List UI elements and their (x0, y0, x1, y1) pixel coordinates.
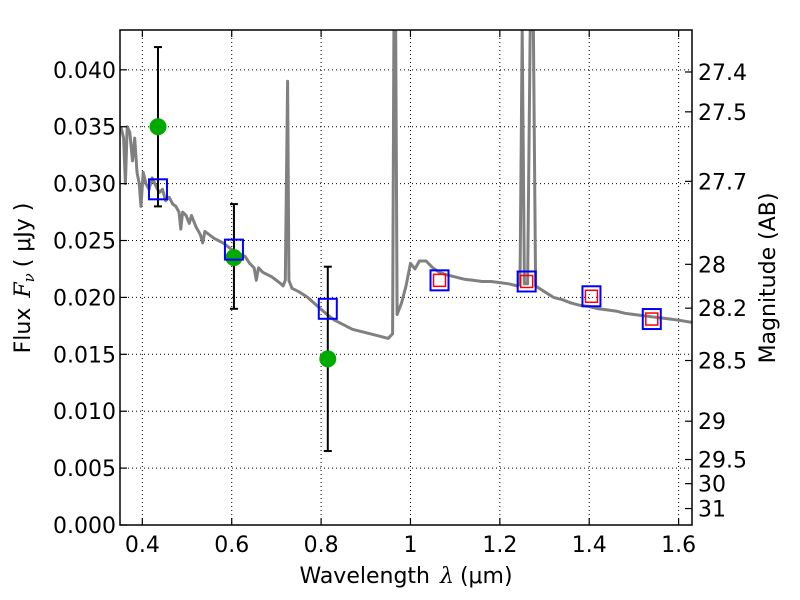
ticks: 0.4 0.6 0.8 1 1.2 1.4 1.6 0.000 0.005 0.010 0.015 0… (53, 30, 747, 558)
observed-flux-point (319, 350, 337, 368)
model-flux-square (581, 285, 602, 308)
grid (120, 30, 692, 526)
y-axis-title: FluxFν( μJy ) (11, 203, 38, 354)
y2-tick-label: 29.5 (698, 449, 747, 474)
y-tick-label: 0.020 (53, 286, 116, 311)
x-tick-label: 1.4 (572, 533, 607, 558)
x-tick-label: 0.6 (214, 533, 249, 558)
upper-limit-square (519, 274, 534, 289)
y2-tick-label: 27.4 (698, 61, 747, 86)
observed-flux-point (149, 118, 167, 136)
series-layer (120, 30, 692, 453)
y-tick-label: 0.000 (53, 514, 116, 539)
y2-tick-label: 27.7 (698, 170, 747, 195)
y-tick-label: 0.010 (53, 400, 116, 425)
x-tick-label: 0.8 (304, 533, 339, 558)
y-tick-label: 0.035 (53, 116, 116, 141)
model-flux-square (516, 270, 537, 293)
model-spectrum-line (120, 30, 692, 340)
y2-tick-label: 30 (698, 473, 726, 498)
upper-limit-square (645, 312, 659, 326)
plot-area (120, 30, 692, 453)
x-tick-label: 1.6 (661, 533, 696, 558)
y-tick-label: 0.030 (53, 173, 116, 198)
observed-flux-point (225, 249, 243, 267)
y2-tick-label: 31 (698, 498, 726, 523)
upper-limit-square (584, 289, 599, 304)
model-flux-square (317, 297, 338, 320)
y-tick-label: 0.025 (53, 230, 116, 255)
upper-limit-square (432, 273, 447, 288)
y2-tick-label: 28.2 (698, 297, 747, 322)
y-tick-label: 0.005 (53, 457, 116, 482)
y2-tick-label: 27.5 (698, 101, 747, 126)
y-tick-label: 0.015 (53, 343, 116, 368)
x-tick-label: 1.2 (482, 533, 517, 558)
plot-frame (119, 29, 693, 526)
x-tick-label: 1 (403, 533, 417, 558)
y2-tick-label: 29 (698, 410, 726, 435)
model-flux-square (147, 178, 168, 201)
model-flux-square (223, 238, 244, 261)
y-tick-label: 0.040 (53, 59, 116, 84)
model-flux-square (641, 308, 662, 331)
y2-axis-title: Magnitude (AB) (756, 193, 781, 364)
y2-tick-label: 28.5 (698, 350, 747, 375)
model-flux-square (429, 269, 450, 292)
y2-tick-label: 28 (698, 253, 726, 278)
x-axis-title: Wavelength λ (μm) (299, 564, 512, 589)
x-tick-label: 0.4 (125, 533, 160, 558)
